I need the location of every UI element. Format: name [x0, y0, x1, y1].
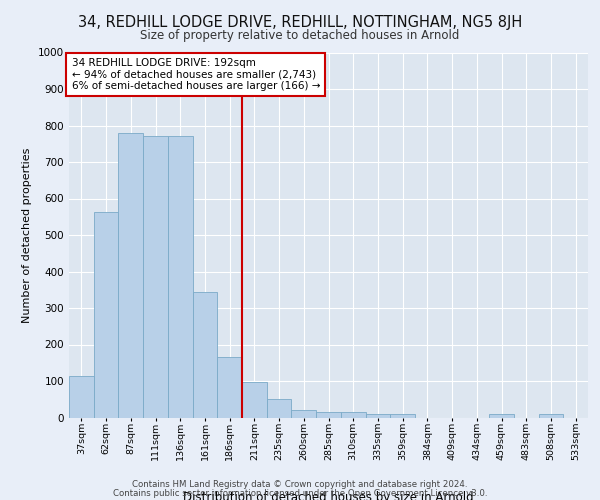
Y-axis label: Number of detached properties: Number of detached properties [22, 148, 32, 322]
Bar [168, 136, 193, 418]
Bar [217, 358, 242, 418]
Text: Contains public sector information licensed under the Open Government Licence v3: Contains public sector information licen… [113, 488, 487, 498]
Bar [292, 410, 316, 418]
Bar [539, 414, 563, 418]
Text: Contains HM Land Registry data © Crown copyright and database right 2024.: Contains HM Land Registry data © Crown c… [132, 480, 468, 489]
Bar [242, 382, 267, 418]
Bar [69, 376, 94, 418]
X-axis label: Distribution of detached houses by size in Arnold: Distribution of detached houses by size … [183, 490, 474, 500]
Text: Size of property relative to detached houses in Arnold: Size of property relative to detached ho… [140, 29, 460, 42]
Bar [390, 414, 415, 418]
Bar [267, 398, 292, 417]
Bar [143, 136, 168, 418]
Bar [118, 133, 143, 418]
Bar [341, 412, 365, 418]
Bar [365, 414, 390, 418]
Text: 34, REDHILL LODGE DRIVE, REDHILL, NOTTINGHAM, NG5 8JH: 34, REDHILL LODGE DRIVE, REDHILL, NOTTIN… [78, 15, 522, 30]
Bar [94, 212, 118, 418]
Bar [316, 412, 341, 418]
Bar [489, 414, 514, 418]
Text: 34 REDHILL LODGE DRIVE: 192sqm
← 94% of detached houses are smaller (2,743)
6% o: 34 REDHILL LODGE DRIVE: 192sqm ← 94% of … [71, 58, 320, 91]
Bar [193, 292, 217, 418]
